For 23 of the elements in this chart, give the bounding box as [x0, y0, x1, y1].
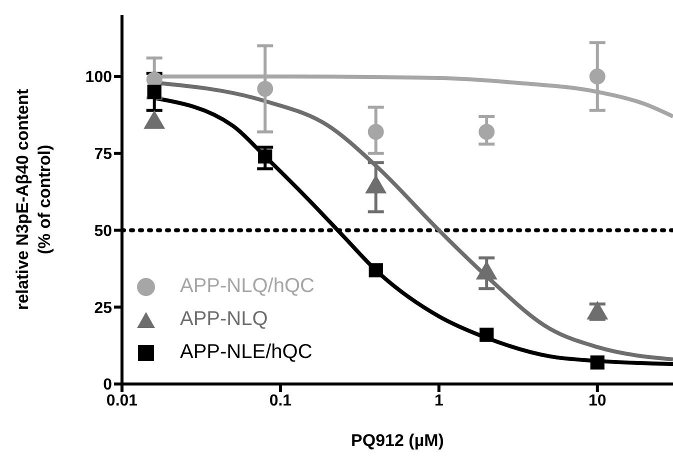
- y-tick-label: 100: [85, 69, 112, 86]
- x-tick-label: 0.1: [269, 392, 292, 410]
- legend-label: APP-NLQ/hQC: [180, 274, 314, 299]
- y-tick-label: 0: [103, 376, 112, 394]
- point: [147, 84, 162, 99]
- point: [257, 80, 274, 97]
- point: [258, 149, 272, 164]
- y-tick-label: 75: [94, 146, 112, 164]
- x-axis-title: PQ912 (µM): [351, 431, 444, 450]
- legend-label: APP-NLE/hQC: [180, 340, 312, 365]
- x-tick-label: 1: [434, 392, 444, 410]
- y-tick-label: 50: [94, 222, 112, 240]
- point: [368, 263, 383, 278]
- legend-label: APP-NLQ: [180, 307, 268, 332]
- y-tick-label: 25: [94, 300, 112, 317]
- y-axis-title: relative N3pE-Aβ40 content (% of control): [13, 88, 54, 310]
- x-tick-label: 10: [588, 392, 606, 410]
- point: [589, 68, 606, 84]
- point: [368, 124, 384, 140]
- point: [590, 355, 604, 370]
- point: [478, 124, 495, 140]
- point: [480, 328, 494, 342]
- x-tick-label: 0.01: [106, 392, 138, 410]
